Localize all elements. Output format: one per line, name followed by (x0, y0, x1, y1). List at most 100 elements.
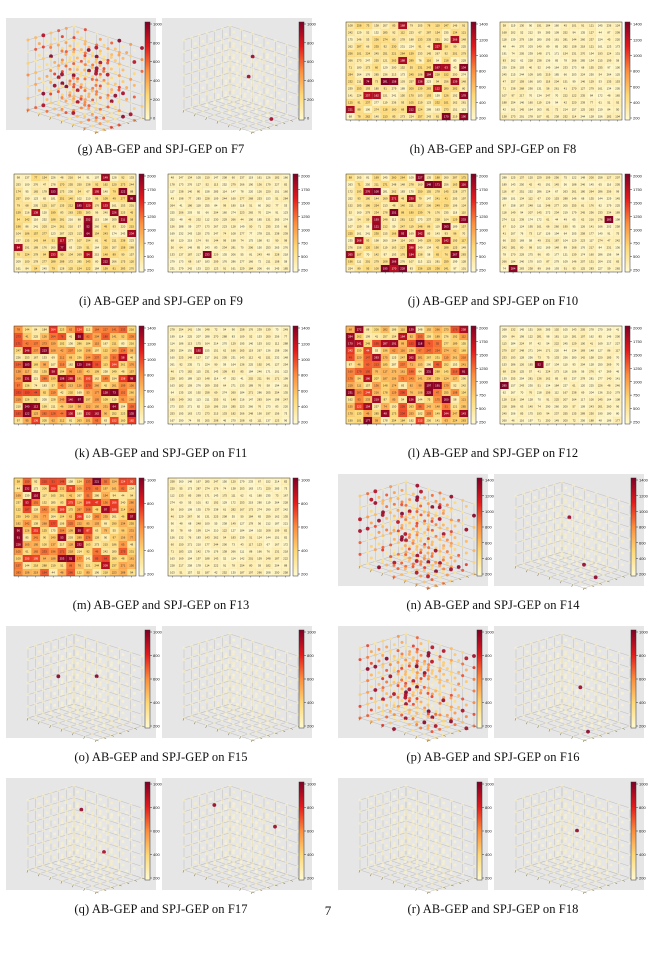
heatmap-cell-value: 122 (435, 87, 440, 91)
heatmap-cell-value: 189 (615, 211, 620, 215)
heatmap-cell-value: 175 (51, 529, 56, 533)
heatmap-cell-value: 242 (25, 218, 30, 222)
heatmap-cell-value: 64 (113, 405, 117, 409)
heatmap-cell-value: 113 (103, 363, 108, 367)
heatmap-cell-value: 55 (188, 501, 192, 505)
heatmap-cell-value: 280 (112, 550, 117, 554)
heatmap-cell-value: 261 (170, 363, 175, 367)
heatmap-cell-value: 73 (275, 328, 279, 332)
heatmap-cell-value: 285 (231, 405, 236, 409)
heatmap-cell-value: 140 (400, 204, 405, 208)
heatmap-cell-value: 283 (121, 267, 126, 271)
heatmap-cell-value: 173 (179, 370, 184, 374)
heatmap-cell-value: 191 (502, 52, 507, 56)
colorbar (630, 781, 637, 881)
heatmap-cell-value: 207 (196, 335, 201, 339)
heatmap-cell-value: 114 (205, 564, 210, 568)
heatmap-cell-value: 116 (607, 183, 612, 187)
heatmap-cell-value: 122 (86, 267, 91, 271)
heatmap-cell-value: 233 (51, 253, 56, 257)
heatmap-cell-value: 161 (357, 232, 362, 236)
heatmap-cell-value: 117 (249, 543, 254, 547)
heatmap-cell-value: 176 (589, 204, 594, 208)
heatmap-cell-value: 161 (283, 384, 288, 388)
heatmap-cell-value: 205 (33, 204, 38, 208)
heatmap-cell-value: 154 (77, 480, 82, 484)
colorbar-tick-label: 200 (301, 572, 308, 577)
heatmap-cell-value: 47 (503, 80, 507, 84)
heatmap-cell-value: 122 (103, 349, 108, 353)
colorbar-tick-label: 1000 (307, 630, 316, 635)
heatmap-cell-value: 48 (503, 45, 507, 49)
heatmap-cell-value: 196 (86, 363, 91, 367)
heatmap-cell-value: 162 (374, 94, 379, 98)
heatmap-cell-value: 277 (240, 232, 245, 236)
heatmap-cell-value: 126 (444, 94, 449, 98)
heatmap-cell-value: 77 (275, 204, 279, 208)
heatmap-cell-value: 167 (275, 543, 280, 547)
colorbar-tick-label: 600 (485, 540, 492, 545)
heatmap-cell-value: 51 (538, 384, 542, 388)
heatmap-cell-value: 194 (112, 377, 117, 381)
heatmap-cell-value: 266 (348, 59, 353, 63)
heatmap-cell-value: 83 (503, 59, 507, 63)
heatmap-cell-value: 129 (231, 342, 236, 346)
heatmap-cell-value: 212 (409, 108, 414, 112)
colorbar-tick-label: 250 (479, 268, 486, 273)
heatmap-cell-value: 176 (94, 204, 99, 208)
heatmap-cell-value: 170 (392, 267, 397, 271)
heatmap-cell-value: 51 (87, 246, 91, 250)
heatmap-cell-value: 169 (77, 391, 82, 395)
heatmap-cell-value: 108 (231, 232, 236, 236)
heatmap-cell-value: 241 (444, 267, 449, 271)
heatmap-cell-value: 189 (187, 377, 192, 381)
heatmap-cell-value: 157 (511, 349, 516, 353)
heatmap-cell-value: 65 (95, 487, 99, 491)
heatmap-cell-value: 186 (365, 204, 370, 208)
heatmap-cell-value: 203 (572, 73, 577, 77)
heatmap-cell-value: 169 (374, 176, 379, 180)
colorbar-tick-label: 500 (301, 254, 308, 259)
heatmap-cell-value: 287 (196, 487, 201, 491)
heatmap-cell-value: 185 (537, 73, 542, 77)
heatmap-cell-value: 116 (34, 218, 39, 222)
heatmap-cell-value: 65 (121, 543, 125, 547)
heatmap-cell-value: 276 (598, 218, 603, 222)
heatmap-cell-value: 123 (426, 101, 431, 105)
heatmap-cell-value: 42 (436, 246, 440, 250)
heatmap-cell-value: 255 (374, 59, 379, 63)
heatmap-cell-value: 244 (222, 197, 227, 201)
heatmap-cell-value: 286 (68, 571, 73, 575)
heatmap-cell-value: 55 (180, 487, 184, 491)
heatmap-cell-value: 147 (365, 356, 370, 360)
heatmap-cell-value: 85 (555, 45, 559, 49)
heatmap-cell-value: 212 (266, 522, 271, 526)
colorbar-tick-label: 200 (639, 724, 646, 729)
heatmap-cell-value: 232 (196, 218, 201, 222)
panel-plot-j: 88 265 81 169 245 260 264 109 227 135 188 260 287 175… (345, 174, 643, 274)
heatmap-cell-value: 219 (60, 363, 65, 367)
heatmap-cell-value: 175 (435, 398, 440, 402)
heatmap-cell-value: 247 (444, 24, 449, 28)
heatmap-cell-value: 64 (419, 370, 423, 374)
panel-plot-h: 108 258 73 138 207 85 168 79 205 78 110 247 146 91242… (345, 22, 643, 122)
heatmap-cell-value: 177 (365, 419, 370, 423)
heatmap-cell-value: 185 (257, 218, 262, 222)
heatmap-cell-value: 220 (121, 225, 126, 229)
heatmap-cell-value: 281 (537, 335, 542, 339)
heatmap-cell-value: 187 (275, 522, 280, 526)
heatmap-cell-value: 273 (572, 66, 577, 70)
heatmap-cell-value: 263 (77, 419, 82, 423)
heatmap-cell-value: 235 (103, 515, 108, 519)
heatmap-cell-value: 193 (357, 190, 362, 194)
heatmap-cell-value: 76 (60, 335, 64, 339)
heatmap-cell-value: 193 (598, 52, 603, 56)
heatmap-cell-value: 164 (554, 66, 559, 70)
heatmap-cell-value: 189 (453, 225, 458, 229)
heatmap-cell-value: 211 (409, 204, 414, 208)
heatmap-cell-value: 277 (121, 197, 126, 201)
heatmap-cell-value: 192 (409, 419, 414, 423)
heatmap-cell-value: 153 (502, 363, 507, 367)
heatmap-cell-value: 223 (121, 412, 126, 416)
heatmap-cell-value: 236 (418, 267, 423, 271)
